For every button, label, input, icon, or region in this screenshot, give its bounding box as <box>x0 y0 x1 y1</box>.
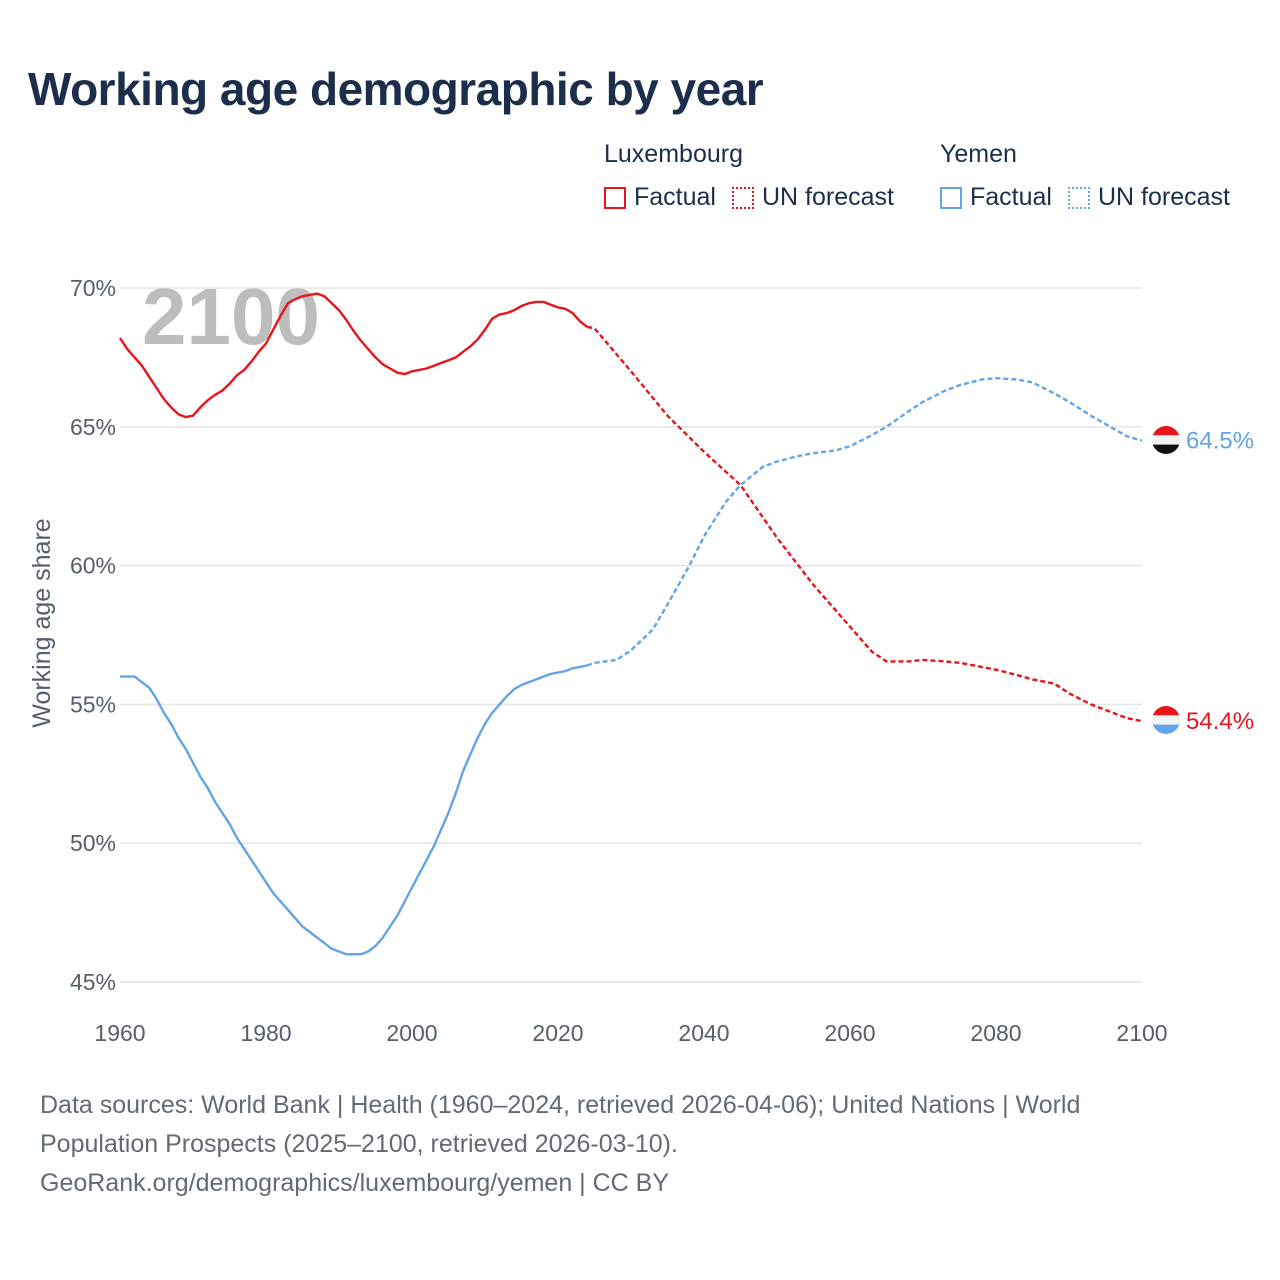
footer: Data sources: World Bank | Health (1960–… <box>40 1086 1240 1203</box>
legend-country-yemen: Yemen <box>940 140 1017 168</box>
legend-label-luxembourg-factual: Factual <box>634 183 716 211</box>
legend-swatch-yemen-forecast <box>1067 186 1090 209</box>
year-overlay: 2100 <box>142 272 320 361</box>
footer-source-line-2: Population Prospects (2025–2100, retriev… <box>40 1130 678 1158</box>
series-line-yemen-factual <box>120 664 588 956</box>
x-tick-label-2060: 2060 <box>824 1020 875 1046</box>
legend-swatch-luxembourg-factual <box>604 186 626 209</box>
series-line-yemen-forecast <box>586 376 1143 667</box>
x-tick-label-2000: 2000 <box>386 1020 437 1046</box>
y-tick-label-45: 45% <box>70 969 116 995</box>
y-axis-title: Working age share <box>28 518 56 727</box>
flag-icon-luxembourg <box>1152 706 1180 734</box>
legend-group-yemen: Yemen Factual UN forecast <box>940 140 1230 212</box>
footer-source-line-1: Data sources: World Bank | Health (1960–… <box>40 1091 1081 1119</box>
legend-swatch-yemen-factual <box>940 186 962 209</box>
legend-swatch-luxembourg-forecast <box>731 186 754 209</box>
series-line-luxembourg-forecast <box>586 325 1143 723</box>
flag-icon-yemen <box>1152 426 1180 454</box>
end-value-label-luxembourg: 54.4% <box>1186 708 1254 735</box>
legend-label-yemen-factual: Factual <box>970 183 1052 211</box>
x-tick-label-2040: 2040 <box>678 1020 729 1046</box>
x-tick-label-2080: 2080 <box>970 1020 1021 1046</box>
x-tick-label-1960: 1960 <box>94 1020 145 1046</box>
legend-group-luxembourg: Luxembourg Factual UN forecast <box>604 140 910 212</box>
chart-title: Working age demographic by year <box>28 63 764 115</box>
x-tick-label-2100: 2100 <box>1116 1020 1167 1046</box>
y-tick-label-65: 65% <box>70 414 116 440</box>
legend-country-luxembourg: Luxembourg <box>604 140 743 168</box>
x-tick-label-1980: 1980 <box>240 1020 291 1046</box>
series-line-luxembourg-factual <box>118 292 588 419</box>
x-tick-label-2020: 2020 <box>532 1020 583 1046</box>
end-value-label-yemen: 64.5% <box>1186 428 1254 455</box>
y-tick-label-50: 50% <box>70 830 116 856</box>
y-tick-label-60: 60% <box>70 553 116 579</box>
y-tick-label-70: 70% <box>70 275 116 301</box>
footer-attribution[interactable]: GeoRank.org/demographics/luxembourg/yeme… <box>40 1169 670 1197</box>
legend-label-luxembourg-forecast: UN forecast <box>761 183 894 211</box>
y-tick-label-55: 55% <box>70 691 116 717</box>
legend-label-yemen-forecast: UN forecast <box>1097 183 1230 211</box>
